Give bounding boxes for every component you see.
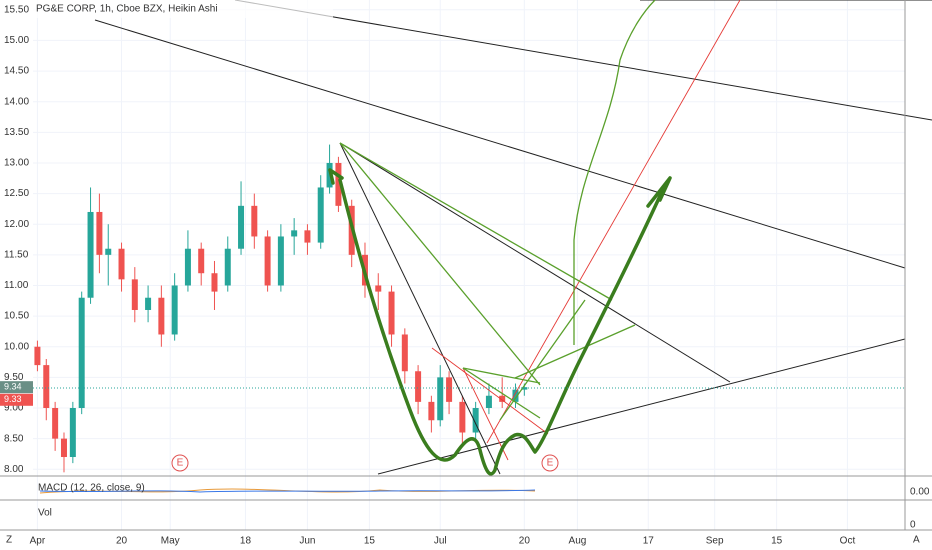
x-tick-label: 18	[240, 536, 252, 547]
candle-body	[105, 248, 112, 255]
corner-label[interactable]: A	[913, 535, 920, 546]
x-tick-label: Jun	[299, 536, 315, 547]
event-marker-label[interactable]: E	[177, 458, 184, 469]
candle-body	[264, 236, 271, 286]
x-tick-label: Sep	[706, 536, 724, 547]
candle-body	[171, 285, 178, 335]
candle-body	[335, 162, 342, 206]
candle-body	[485, 395, 492, 408]
macd-axis-label: 0.00	[910, 487, 930, 498]
x-tick-label: 15	[364, 536, 376, 547]
axes: 8.00 8.50 9.00 9.50 10.00 10.50 11.00 11.50 12.0…	[0, 4, 856, 547]
x-tick-label: Aug	[569, 536, 587, 547]
candle-body	[304, 230, 311, 243]
chart-title: PG&E CORP, 1h, Cboe BZX, Heikin Ashi	[36, 4, 218, 15]
candle-body	[401, 334, 408, 372]
candle-body	[224, 248, 231, 286]
volume-label: Vol	[38, 508, 52, 519]
x-tick-label: May	[161, 536, 180, 547]
candle-body	[211, 273, 218, 292]
candle-body	[375, 285, 382, 292]
candle-body	[428, 401, 435, 421]
x-tick-label: 17	[643, 536, 655, 547]
x-tick-label: Apr	[30, 536, 46, 547]
event-marker-label[interactable]: E	[547, 458, 554, 469]
candle-body	[52, 408, 59, 439]
candles	[34, 144, 528, 473]
y-tick-label: 12.50	[4, 188, 29, 199]
candle-body	[459, 401, 466, 433]
y-tick-label: 14.50	[4, 66, 29, 77]
event-marker[interactable]	[171, 454, 189, 472]
candle-body	[277, 236, 284, 286]
candle-body	[512, 389, 519, 402]
y-tick-label: 8.00	[4, 464, 24, 475]
event-marker[interactable]	[541, 454, 559, 472]
candle-body	[184, 248, 191, 286]
candle-body	[415, 371, 422, 402]
signal-line	[39, 489, 536, 493]
y-tick-label: 11.00	[4, 280, 29, 291]
price-badge-label: 9.33	[4, 394, 22, 404]
x-tick-label: Jul	[434, 536, 447, 547]
candle-body	[437, 377, 444, 421]
candle-body	[388, 291, 395, 335]
candle-body	[69, 408, 76, 458]
candle-body	[238, 205, 245, 249]
candle-body	[317, 187, 324, 243]
y-tick-label: 9.00	[4, 403, 24, 414]
candle-body	[131, 279, 138, 310]
candle-body	[43, 365, 50, 408]
x-tick-label: Oct	[840, 536, 856, 547]
candle-body	[472, 408, 479, 433]
y-tick-label: 10.50	[4, 311, 29, 322]
candle-body	[78, 297, 85, 408]
drawings	[94, 0, 932, 476]
y-tick-label: 14.00	[4, 96, 29, 107]
candle-body	[145, 297, 152, 310]
y-tick-label: 11.50	[4, 249, 29, 260]
volume-axis-label: 0	[910, 520, 916, 531]
candle-body	[251, 205, 258, 237]
candle-body	[291, 230, 298, 237]
y-tick-label: 9.50	[4, 372, 24, 383]
x-tick-label: 15	[771, 536, 783, 547]
price-badge-label: 9.34	[4, 382, 22, 392]
candle-body	[521, 387, 528, 390]
price-badge	[0, 393, 33, 406]
y-tick-label: 15.00	[4, 35, 29, 46]
x-tick-label: 20	[519, 536, 531, 547]
macd-label: MACD (12, 26, close, 9)	[38, 483, 145, 494]
title-bg	[33, 0, 333, 18]
y-tick-label: 13.00	[4, 158, 29, 169]
candle-body	[87, 211, 94, 298]
candle-body	[158, 297, 165, 335]
candle-body	[499, 395, 506, 402]
y-tick-label: 15.50	[4, 4, 29, 15]
candle-body	[96, 211, 103, 255]
candle-body	[446, 377, 453, 402]
corner-label[interactable]: Z	[6, 535, 12, 546]
x-tick-label: 20	[116, 536, 128, 547]
candle-body	[60, 438, 67, 458]
y-tick-label: 10.00	[4, 341, 29, 352]
y-tick-label: 13.50	[4, 127, 29, 138]
y-tick-label: 12.00	[4, 219, 29, 230]
price-badge	[0, 381, 33, 394]
candle-body	[198, 248, 205, 274]
candle-body	[34, 346, 41, 366]
candle-body	[118, 248, 125, 280]
y-tick-label: 8.50	[4, 433, 24, 444]
